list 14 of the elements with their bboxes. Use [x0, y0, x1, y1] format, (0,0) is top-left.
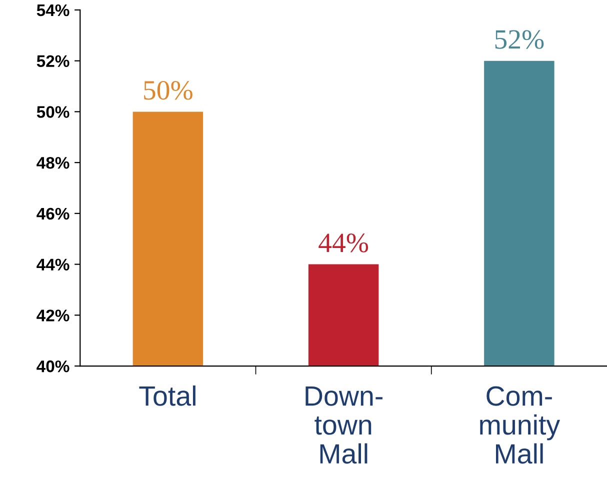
- y-tick-label: 44%: [36, 258, 70, 270]
- data-label: 44%: [318, 234, 368, 252]
- y-tick-label: 48%: [36, 156, 70, 169]
- data-label: 52%: [495, 30, 544, 49]
- y-tick-label: 52%: [36, 55, 70, 68]
- y-tick-label: 50%: [36, 106, 70, 118]
- y-tick-label: 54%: [36, 4, 70, 16]
- x-tick-label: Down- town Mall: [306, 386, 382, 464]
- y-tick-label: 42%: [36, 310, 70, 322]
- y-tick-label: 46%: [36, 208, 70, 220]
- x-tick-label: Com- munity Mall: [480, 386, 560, 464]
- data-label: 50%: [144, 80, 192, 100]
- x-tick-label: Total: [139, 385, 196, 406]
- y-tick-label: 40%: [36, 360, 70, 372]
